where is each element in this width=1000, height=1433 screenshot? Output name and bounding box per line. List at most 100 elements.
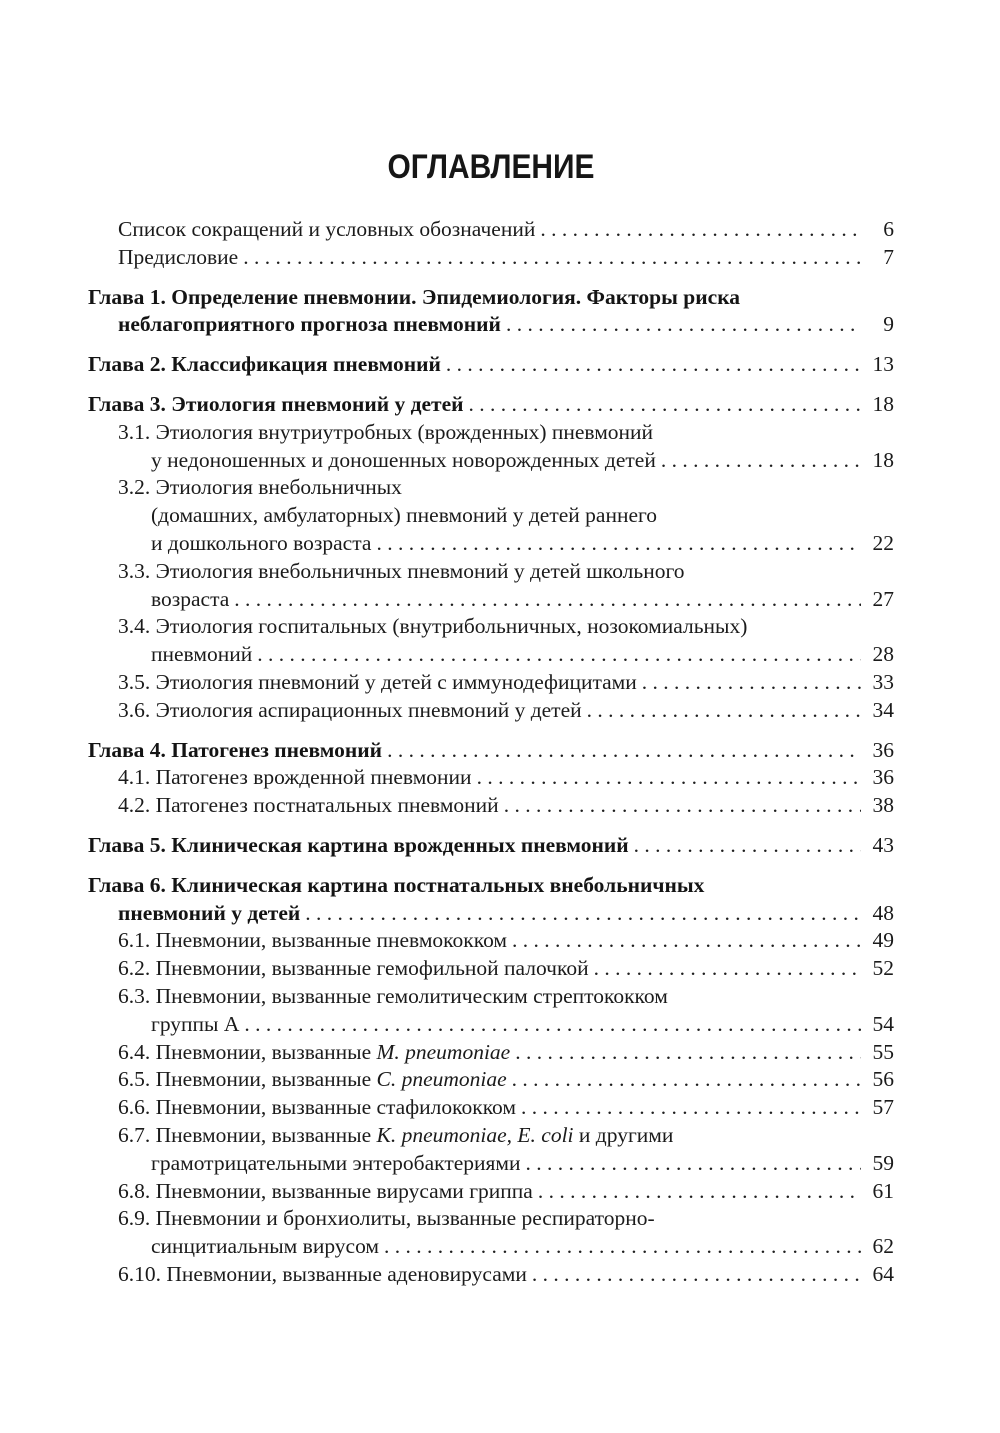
toc-label-italic: M. pneumoniae [376, 1039, 511, 1064]
dot-leader [594, 955, 861, 983]
page-number: 48 [872, 900, 895, 925]
toc-label: Глава 2. Классификация пневмоний [88, 351, 441, 379]
dot-leader [446, 351, 861, 379]
toc-entry: 3.5. Этиология пневмоний у детей с иммун… [88, 669, 894, 697]
toc-label: неблагоприятного прогноза пневмоний [118, 311, 501, 339]
toc-label: Список сокращений и условных обозначений [118, 216, 535, 244]
page-number: 22 [872, 530, 895, 555]
toc-label-text: Глава 3. Этиология пневмоний у детей [88, 391, 464, 416]
toc-line: 6.3. Пневмонии, вызванные гемолитическим… [88, 983, 894, 1011]
toc-label-text: 3.3. Этиология внебольничных пневмоний у… [118, 558, 685, 583]
toc-line: 4.1. Патогенез врожденной пневмонии 36 [88, 764, 894, 792]
toc-label: Глава 1. Определение пневмонии. Эпидемио… [88, 284, 740, 312]
toc-entry: 6.3. Пневмонии, вызванные гемолитическим… [88, 983, 894, 1039]
dot-leader [504, 792, 861, 820]
toc-label-text: 6.10. Пневмонии, вызванные аденовирусами [118, 1261, 527, 1286]
toc-label-text: 6.5. Пневмонии, вызванные [118, 1067, 377, 1092]
toc-label-text: 6.3. Пневмонии, вызванные гемолитическим… [118, 983, 668, 1008]
toc-line: у недоношенных и доношенных новорожденны… [88, 447, 894, 475]
page-number: 56 [872, 1067, 895, 1092]
page-number: 18 [872, 391, 895, 416]
toc-entry: 6.10. Пневмонии, вызванные аденовирусами… [88, 1261, 894, 1289]
toc-entry: 6.7. Пневмонии, вызванные K. pneumoniae,… [88, 1122, 894, 1178]
page-number: 52 [872, 956, 895, 981]
dot-leader [244, 1011, 861, 1039]
toc-label: Предисловие [118, 244, 238, 272]
toc-label-text: (домашних, амбулаторных) пневмоний у дет… [151, 503, 658, 528]
toc-chapter-entry: Глава 1. Определение пневмонии. Эпидемио… [88, 284, 894, 340]
toc-label-text: Список сокращений и условных обозначений [118, 217, 536, 241]
toc-label-text: Глава 2. Классификация пневмоний [88, 352, 441, 377]
dot-leader [257, 641, 861, 669]
toc-entry: 4.1. Патогенез врожденной пневмонии 36 [88, 764, 894, 792]
toc-line: возраста 27 [88, 586, 894, 614]
toc-entry: 6.8. Пневмонии, вызванные вирусами грипп… [88, 1178, 894, 1206]
toc-line: Глава 5. Клиническая картина врожденных … [88, 832, 894, 860]
toc-line: 6.10. Пневмонии, вызванные аденовирусами… [88, 1261, 894, 1289]
toc-list: Список сокращений и условных обозначений… [88, 216, 894, 1289]
toc-label: 3.5. Этиология пневмоний у детей с иммун… [118, 669, 637, 697]
toc-label: у недоношенных и доношенных новорожденны… [151, 447, 656, 475]
toc-label: Глава 6. Клиническая картина постнатальн… [88, 872, 704, 900]
toc-label-text: 6.7. Пневмонии, вызванные [118, 1122, 377, 1147]
page-number: 34 [872, 697, 895, 722]
toc-label-text: возраста [151, 586, 230, 611]
toc-line: 3.3. Этиология внебольничных пневмоний у… [88, 558, 894, 586]
toc-label: 6.4. Пневмонии, вызванные M. pneumoniae [118, 1039, 510, 1067]
toc-label-text: 3.2. Этиология внебольничных [118, 475, 402, 500]
toc-line: (домашних, амбулаторных) пневмоний у дет… [88, 502, 894, 530]
toc-label: (домашних, амбулаторных) пневмоний у дет… [151, 502, 657, 530]
toc-entry: 3.4. Этиология госпитальных (внутрибольн… [88, 613, 894, 669]
page-number: 7 [883, 244, 894, 269]
page-number: 18 [872, 447, 895, 472]
toc-label: грамотрицательными энтеробактериями [151, 1150, 521, 1178]
toc-line: 6.1. Пневмонии, вызванные пневмококком 49 [88, 927, 894, 955]
toc-label-text: и дошкольного возраста [151, 530, 372, 555]
toc-line: 3.1. Этиология внутриутробных (врожденны… [88, 419, 894, 447]
dot-leader [512, 1066, 861, 1094]
dot-leader [634, 832, 861, 860]
toc-label-italic: C. pneumoniae [376, 1067, 507, 1092]
toc-line: группы А 54 [88, 1011, 894, 1039]
toc-label: 4.2. Патогенез постнатальных пневмоний [118, 792, 499, 820]
toc-entry: 6.5. Пневмонии, вызванные C. pneumoniae 5… [88, 1066, 894, 1094]
toc-label-text: 6.9. Пневмонии и бронхиолиты, вызванные … [118, 1206, 655, 1231]
dot-leader [526, 1150, 861, 1178]
toc-entry: Предисловие 7 [88, 244, 894, 272]
toc-line: пневмоний у детей 48 [88, 900, 894, 928]
toc-label: 6.3. Пневмонии, вызванные гемолитическим… [118, 983, 668, 1011]
dot-leader [387, 737, 861, 765]
toc-line: 4.2. Патогенез постнатальных пневмоний 38 [88, 792, 894, 820]
toc-line: пневмоний 28 [88, 641, 894, 669]
dot-leader [540, 216, 861, 244]
toc-entry: 6.1. Пневмонии, вызванные пневмококком 49 [88, 927, 894, 955]
toc-label-text: неблагоприятного прогноза пневмоний [118, 312, 501, 337]
toc-entry: 6.6. Пневмонии, вызванные стафилококком 5… [88, 1094, 894, 1122]
dot-leader [376, 530, 861, 558]
page-number: 62 [872, 1234, 895, 1259]
dot-leader [305, 900, 861, 928]
toc-label-italic: K. pneumoniae, E. coli [376, 1122, 574, 1147]
page-number: 55 [872, 1039, 895, 1064]
dot-leader [515, 1039, 861, 1067]
toc-label-text: грамотрицательными энтеробактериями [151, 1150, 521, 1175]
page-number: 6 [883, 217, 894, 241]
toc-line: неблагоприятного прогноза пневмоний 9 [88, 311, 894, 339]
toc-label: синцитиальным вирусом [151, 1233, 379, 1261]
toc-entry: 3.6. Этиология аспирационных пневмоний у… [88, 697, 894, 725]
toc-label: 3.6. Этиология аспирационных пневмоний у… [118, 697, 582, 725]
toc-chapter-entry: Глава 2. Классификация пневмоний 13 [88, 351, 894, 379]
dot-leader [506, 311, 861, 339]
page-number: 43 [872, 832, 895, 857]
toc-line: грамотрицательными энтеробактериями 59 [88, 1150, 894, 1178]
toc-line: Глава 2. Классификация пневмоний 13 [88, 351, 894, 379]
toc-label-text: пневмоний [151, 642, 253, 667]
toc-line: Предисловие 7 [88, 244, 894, 272]
toc-label-text: 6.2. Пневмонии, вызванные гемофильной па… [118, 956, 589, 981]
toc-chapter-entry: Глава 4. Патогенез пневмоний 36 [88, 737, 894, 765]
toc-entry: 3.3. Этиология внебольничных пневмоний у… [88, 558, 894, 614]
toc-label: 6.7. Пневмонии, вызванные K. pneumoniae,… [118, 1122, 673, 1150]
toc-line: Список сокращений и условных обозначений… [88, 216, 894, 244]
toc-label-text: 6.1. Пневмонии, вызванные пневмококком [118, 928, 508, 953]
toc-line: 6.2. Пневмонии, вызванные гемофильной па… [88, 955, 894, 983]
